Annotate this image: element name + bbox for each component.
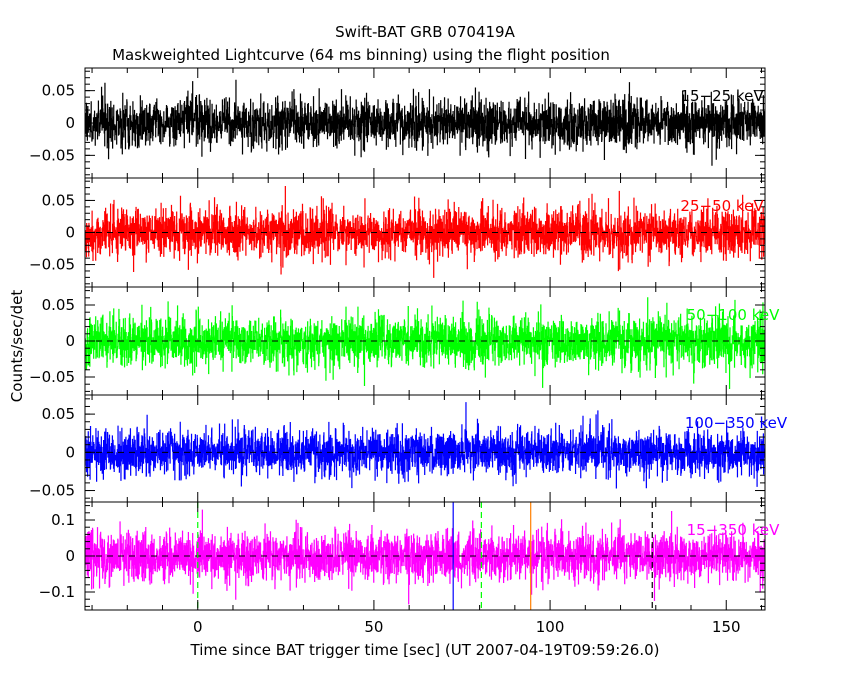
panel-1: 0.05 0 −0.05 15−25 keV — [29, 67, 766, 179]
lightcurve-trace — [84, 186, 766, 278]
lightcurve-trace — [84, 509, 766, 605]
y-tick-label: −0.05 — [29, 368, 75, 386]
lightcurve-trace — [84, 297, 766, 389]
y-tick-label: −0.05 — [29, 256, 75, 274]
x-tick-label: 150 — [712, 618, 741, 636]
band-label: 100−350 keV — [685, 414, 788, 432]
y-tick-label: 0 — [65, 443, 75, 461]
y-tick-label: 0.05 — [42, 296, 75, 314]
y-tick-label: 0.1 — [51, 511, 75, 529]
y-axis-label: Counts/sec/det — [8, 290, 26, 403]
y-tick-label: 0 — [65, 547, 75, 565]
y-tick-label: 0.05 — [42, 82, 75, 100]
lightcurve-trace — [84, 79, 766, 166]
y-tick-label: −0.05 — [29, 482, 75, 500]
band-label: 15−25 keV — [680, 87, 764, 105]
y-tick-label: −0.05 — [29, 146, 75, 164]
chart-title: Swift-BAT GRB 070419A — [335, 23, 515, 41]
y-tick-label: −0.1 — [39, 583, 75, 601]
panel-3: 0.05 0 −0.05 50−100 keV — [29, 286, 780, 396]
chart-subtitle: Maskweighted Lightcurve (64 ms binning) … — [112, 46, 610, 64]
y-tick-label: 0 — [65, 114, 75, 132]
x-tick-label: 100 — [536, 618, 565, 636]
panel-2: 0.05 0 −0.05 25−50 keV — [29, 177, 766, 288]
band-label: 50−100 keV — [687, 306, 780, 324]
y-tick-label: 0 — [65, 332, 75, 350]
band-label: 15−350 keV — [687, 521, 780, 539]
y-tick-label: 0.05 — [42, 405, 75, 423]
y-tick-label: 0.05 — [42, 191, 75, 209]
x-tick-label: 50 — [364, 618, 383, 636]
x-axis-label: Time since BAT trigger time [sec] (UT 20… — [190, 641, 660, 659]
band-label: 25−50 keV — [680, 197, 764, 215]
panel-4: 0.05 0 −0.05 100−350 keV — [29, 394, 788, 503]
panel-5: 0.1 0 −0.1 15−350 keV — [39, 501, 780, 611]
lightcurve-trace — [84, 402, 766, 489]
y-tick-label: 0 — [65, 224, 75, 242]
x-tick-label: 0 — [193, 618, 203, 636]
